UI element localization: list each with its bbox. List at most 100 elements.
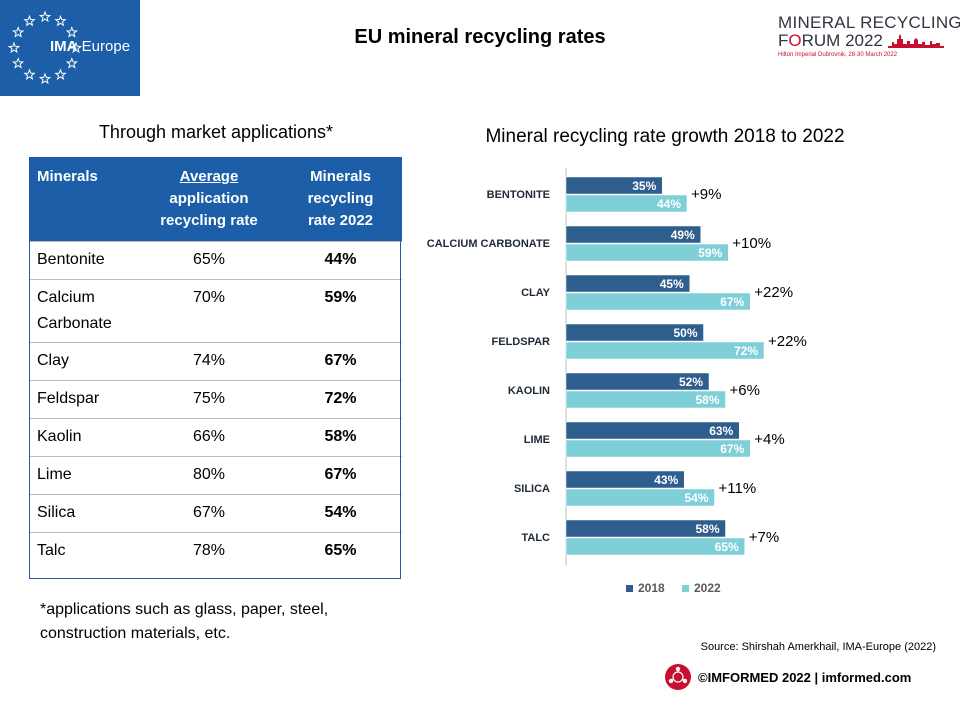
eu-star-icon bbox=[12, 26, 25, 38]
rate-2022: 54% bbox=[279, 494, 402, 533]
page-title: EU mineral recycling rates bbox=[354, 26, 606, 48]
rate-2022: 72% bbox=[279, 380, 402, 419]
growth-label: +6% bbox=[730, 382, 760, 399]
legend-label-2018: 2018 bbox=[638, 581, 665, 595]
mineral-name: Lime bbox=[29, 456, 139, 495]
eu-stars-icon bbox=[7, 10, 83, 85]
eu-star-icon bbox=[54, 14, 67, 27]
eu-star-icon bbox=[23, 68, 36, 81]
eu-star-icon bbox=[69, 41, 83, 54]
eu-star-icon bbox=[65, 26, 78, 38]
bar-2022 bbox=[565, 292, 751, 311]
bar-2018 bbox=[565, 274, 690, 293]
table-row: Kaolin 66% 58% bbox=[29, 418, 402, 457]
rate-2022: 67% bbox=[279, 342, 402, 381]
bar-2018 bbox=[565, 225, 701, 244]
average-rate: 78% bbox=[139, 532, 279, 571]
average-rate: 66% bbox=[139, 418, 279, 457]
mineral-name: Silica bbox=[29, 494, 139, 533]
category-label: KAOLIN bbox=[508, 385, 550, 397]
col-header-average-rate: Average application recycling rate bbox=[139, 157, 279, 242]
bar-label-2022: 72% bbox=[734, 344, 758, 358]
bar-2018 bbox=[565, 421, 740, 440]
bar-2018 bbox=[565, 176, 663, 195]
rate-2022: 67% bbox=[279, 456, 402, 495]
average-rate: 65% bbox=[139, 241, 279, 280]
category-label: LIME bbox=[524, 434, 550, 446]
bar-label-2018: 63% bbox=[709, 424, 733, 438]
table-row: Silica 67% 54% bbox=[29, 494, 402, 533]
category-label: CALCIUM CARBONATE bbox=[427, 238, 550, 250]
bar-label-2018: 43% bbox=[654, 473, 678, 487]
rate-2022: 44% bbox=[279, 241, 402, 280]
rate-2022: 59% bbox=[279, 279, 402, 343]
table-row: Calcium Carbonate 70% 59% bbox=[29, 279, 402, 343]
eu-star-icon bbox=[38, 10, 52, 23]
bar-2022 bbox=[565, 390, 726, 409]
average-rate: 67% bbox=[139, 494, 279, 533]
growth-label: +22% bbox=[754, 284, 793, 301]
table-row: Talc 78% 65% bbox=[29, 532, 402, 571]
growth-label: +9% bbox=[691, 186, 721, 203]
bar-label-2022: 54% bbox=[684, 491, 708, 505]
eu-star-icon bbox=[23, 14, 36, 27]
average-rate: 80% bbox=[139, 456, 279, 495]
bar-2022 bbox=[565, 243, 729, 262]
category-label: TALC bbox=[521, 532, 550, 544]
source-note: Source: Shirshah Amerkhail, IMA-Europe (… bbox=[700, 641, 936, 653]
category-label: FELDSPAR bbox=[492, 336, 551, 348]
eu-star-icon bbox=[65, 57, 78, 69]
bar-label-2018: 45% bbox=[660, 277, 684, 291]
table-header-row: Minerals Average application recycling rat… bbox=[29, 157, 402, 242]
bar-label-2018: 35% bbox=[632, 179, 656, 193]
bar-label-2022: 44% bbox=[657, 197, 681, 211]
eu-star-icon bbox=[12, 57, 25, 69]
bar-2022 bbox=[565, 537, 745, 556]
bar-label-2022: 58% bbox=[695, 393, 719, 407]
average-rate: 74% bbox=[139, 342, 279, 381]
category-label: SILICA bbox=[514, 483, 550, 495]
bar-label-2022: 67% bbox=[720, 295, 744, 309]
bar-2022 bbox=[565, 341, 765, 360]
category-label: CLAY bbox=[521, 287, 551, 299]
bar-label-2022: 59% bbox=[698, 246, 722, 260]
table-row: Feldspar 75% 72% bbox=[29, 380, 402, 419]
category-label: BENTONITE bbox=[487, 189, 550, 201]
recycling-rates-table: Minerals Average application recycling rat… bbox=[29, 157, 402, 571]
bar-label-2022: 67% bbox=[720, 442, 744, 456]
bar-label-2018: 58% bbox=[695, 522, 719, 536]
rate-2022: 65% bbox=[279, 532, 402, 571]
table-row: Bentonite 65% 44% bbox=[29, 241, 402, 280]
eu-star-icon bbox=[54, 68, 67, 81]
imformed-logo-icon bbox=[665, 664, 691, 690]
mineral-name: Clay bbox=[29, 342, 139, 381]
col-header-rate-2022: Minerals recycling rate 2022 bbox=[279, 157, 402, 242]
bar-2018 bbox=[565, 372, 710, 391]
legend-swatch-2022 bbox=[682, 585, 689, 592]
eu-star-icon bbox=[38, 72, 52, 85]
growth-label: +7% bbox=[749, 529, 779, 546]
legend-swatch-2018 bbox=[626, 585, 633, 592]
bar-2018 bbox=[565, 323, 704, 342]
growth-label: +11% bbox=[719, 480, 757, 497]
mineral-name: Calcium Carbonate bbox=[29, 279, 139, 343]
bar-label-2018: 49% bbox=[671, 228, 695, 242]
average-rate: 70% bbox=[139, 279, 279, 343]
mineral-recycling-forum-logo: MINERAL RECYCLING FORUM 2022 Hilton Impe… bbox=[778, 13, 960, 59]
dubrovnik-skyline-icon bbox=[888, 34, 944, 48]
growth-bar-chart: BENTONITE 35%44% +9% CALCIUM CARBONATE 49%59… bbox=[427, 168, 807, 595]
mineral-name: Talc bbox=[29, 532, 139, 571]
growth-label: +4% bbox=[754, 431, 784, 448]
average-rate: 75% bbox=[139, 380, 279, 419]
logo-text: IMA Europe bbox=[50, 38, 131, 55]
bar-2022 bbox=[565, 194, 688, 213]
legend-label-2022: 2022 bbox=[694, 581, 721, 595]
bar-label-2018: 52% bbox=[679, 375, 703, 389]
col-header-minerals: Minerals bbox=[29, 157, 139, 242]
bar-2022 bbox=[565, 488, 715, 507]
bar-2022 bbox=[565, 439, 751, 458]
table-title: Through market applications* bbox=[98, 122, 334, 142]
mineral-name: Kaolin bbox=[29, 418, 139, 457]
bar-label-2018: 50% bbox=[673, 326, 697, 340]
mineral-name: Bentonite bbox=[29, 241, 139, 280]
